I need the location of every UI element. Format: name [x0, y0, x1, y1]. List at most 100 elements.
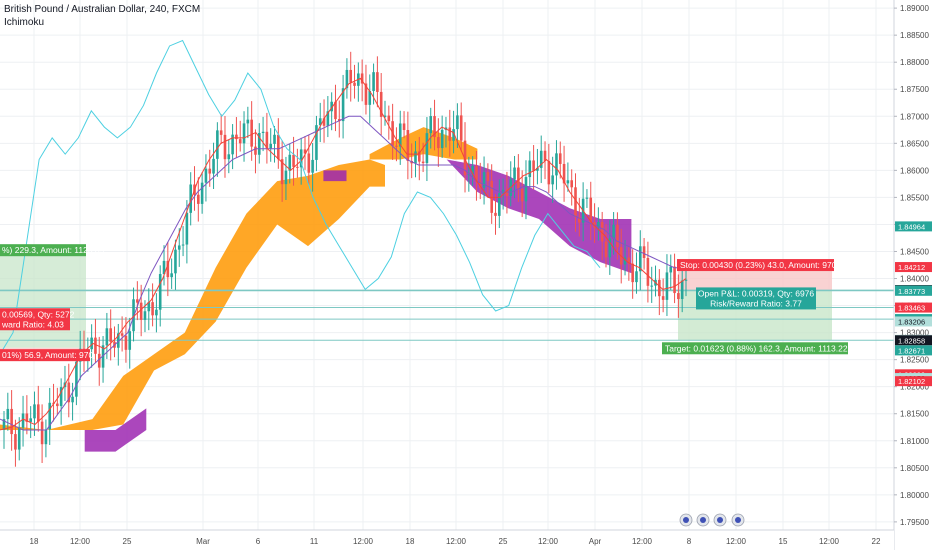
candle-body — [265, 131, 269, 149]
candle-body — [235, 134, 238, 140]
candle-body — [299, 149, 303, 168]
event-flag-icon-dot — [717, 517, 723, 523]
candle-body — [452, 129, 455, 141]
candle-body — [33, 404, 36, 419]
candle-body — [136, 299, 139, 303]
candle-body — [170, 273, 173, 278]
candle-body — [250, 119, 253, 147]
candle-body — [56, 403, 59, 407]
price-tick-label: 1.84500 — [900, 247, 929, 256]
candle-body — [341, 88, 345, 122]
price-tag-label: 1.82858 — [898, 336, 925, 345]
candle-body — [638, 246, 642, 272]
price-tick-label: 1.81500 — [900, 410, 929, 419]
candle-body — [151, 302, 154, 316]
candle-body — [406, 130, 410, 161]
candle-body — [303, 149, 307, 154]
candle-body — [17, 427, 21, 450]
price-tag — [895, 302, 932, 313]
candle-body — [574, 187, 577, 217]
candle-body — [219, 130, 223, 135]
price-tag-label: 1.83206 — [898, 317, 925, 326]
candle-body — [459, 115, 463, 141]
candle-body — [562, 163, 566, 184]
candle-body — [585, 197, 589, 199]
candle-body — [280, 159, 284, 185]
candle-body — [197, 194, 200, 204]
candle-body — [48, 402, 52, 430]
candle-body — [292, 154, 295, 167]
candle-body — [109, 328, 112, 342]
candle-body — [200, 182, 204, 204]
candle-body — [132, 299, 135, 332]
candle-body — [395, 145, 398, 147]
price-tag-label: 1.84212 — [898, 263, 925, 272]
candle-body — [558, 153, 562, 164]
candle-body — [547, 160, 551, 185]
candle-body — [631, 263, 634, 283]
candle-body — [90, 337, 93, 350]
profit-zone-left — [0, 254, 86, 348]
candle-body — [517, 167, 520, 190]
price-tag — [895, 335, 932, 346]
candle-body — [608, 238, 612, 258]
candle-body — [677, 293, 680, 300]
candle-body — [646, 258, 650, 286]
price-tick-label: 1.80500 — [900, 464, 929, 473]
candle-body — [379, 91, 383, 117]
price-tick-label: 1.87000 — [900, 112, 929, 121]
candle-body — [680, 280, 684, 300]
price-tick-label: 1.81000 — [900, 437, 929, 446]
candle-body — [658, 279, 661, 297]
candle-body — [490, 180, 493, 213]
price-tick-label: 1.86000 — [900, 166, 929, 175]
pnl-label: Open P&L: 0.00319, Qty: 6976 — [698, 288, 815, 298]
candle-body — [105, 328, 109, 346]
candle-body — [467, 174, 471, 176]
candle-body — [147, 302, 151, 312]
candle-body — [604, 241, 608, 258]
candle-body — [216, 130, 219, 159]
candle-body — [429, 116, 433, 134]
candle-body — [665, 272, 669, 300]
chart-legend: British Pound / Australian Dollar, 240, … — [4, 3, 200, 29]
price-tick-label: 1.86500 — [900, 139, 929, 148]
price-tag — [895, 376, 932, 387]
target-label: Target: 0.01623 (0.88%) 162.3, Amount: 1… — [665, 343, 848, 353]
candle-body — [166, 260, 170, 278]
candle-body — [417, 151, 421, 162]
left-target-label: %) 229.3, Amount: 1120.89 — [2, 245, 105, 255]
candle-body — [612, 224, 615, 239]
price-tag — [895, 262, 932, 273]
candle-body — [349, 69, 353, 83]
candle-body — [261, 131, 265, 134]
stop-label: Stop: 0.00430 (0.23%) 43.0, Amount: 970 — [680, 260, 837, 270]
candle-body — [155, 309, 158, 316]
candle-body — [254, 146, 257, 155]
time-tick-label: 12:00 — [726, 537, 747, 546]
time-tick-label: 15 — [779, 537, 788, 546]
candle-body — [29, 418, 32, 422]
candle-body — [139, 302, 143, 320]
candle-body — [311, 159, 314, 173]
tenkan-line — [0, 77, 687, 431]
event-flag-icon-dot — [683, 517, 689, 523]
time-tick-label: 25 — [123, 537, 132, 546]
candle-body — [158, 274, 162, 310]
chikou-line — [0, 39, 601, 355]
candle-body — [120, 333, 124, 336]
kumo-cloud-bear — [84, 408, 147, 452]
candle-body — [616, 224, 619, 248]
candle-body — [337, 119, 341, 122]
candle-body — [635, 271, 638, 283]
candle-body — [94, 337, 97, 354]
event-flag-icon-dot — [700, 517, 706, 523]
candle-body — [296, 166, 299, 168]
candle-body — [212, 158, 215, 174]
indicator-label: Ichimoku — [4, 17, 45, 28]
candle-body — [372, 72, 375, 91]
candle-body — [566, 180, 570, 184]
candle-body — [433, 116, 436, 138]
price-tick-label: 1.88000 — [900, 58, 929, 67]
